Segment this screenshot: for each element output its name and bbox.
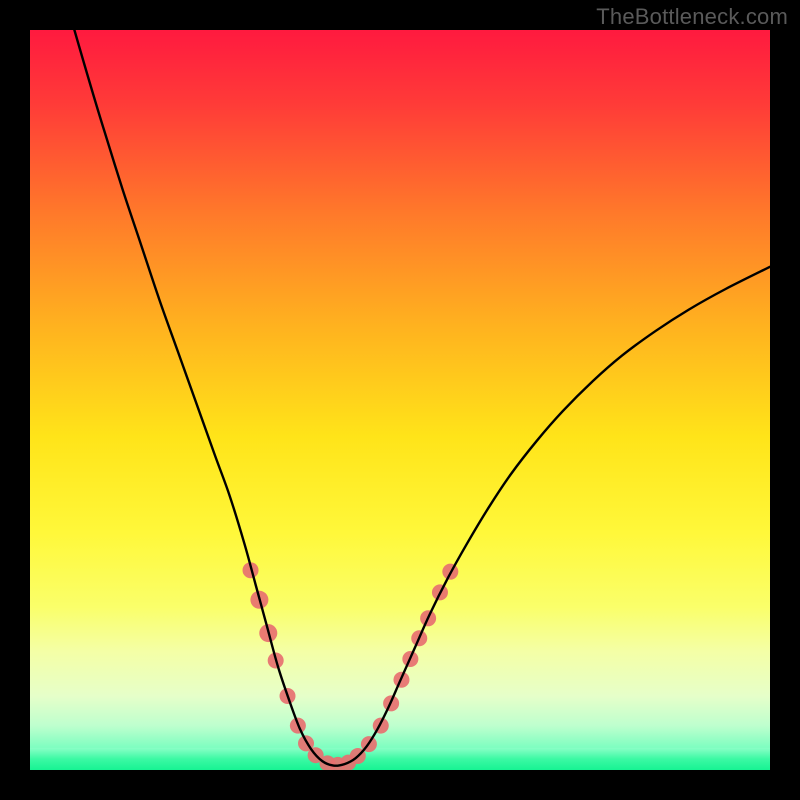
watermark-text: TheBottleneck.com (596, 4, 788, 30)
plot-area (30, 30, 770, 770)
markers-group (243, 562, 459, 770)
curve-overlay (30, 30, 770, 770)
canvas-root: TheBottleneck.com (0, 0, 800, 800)
curve-line (74, 30, 770, 766)
